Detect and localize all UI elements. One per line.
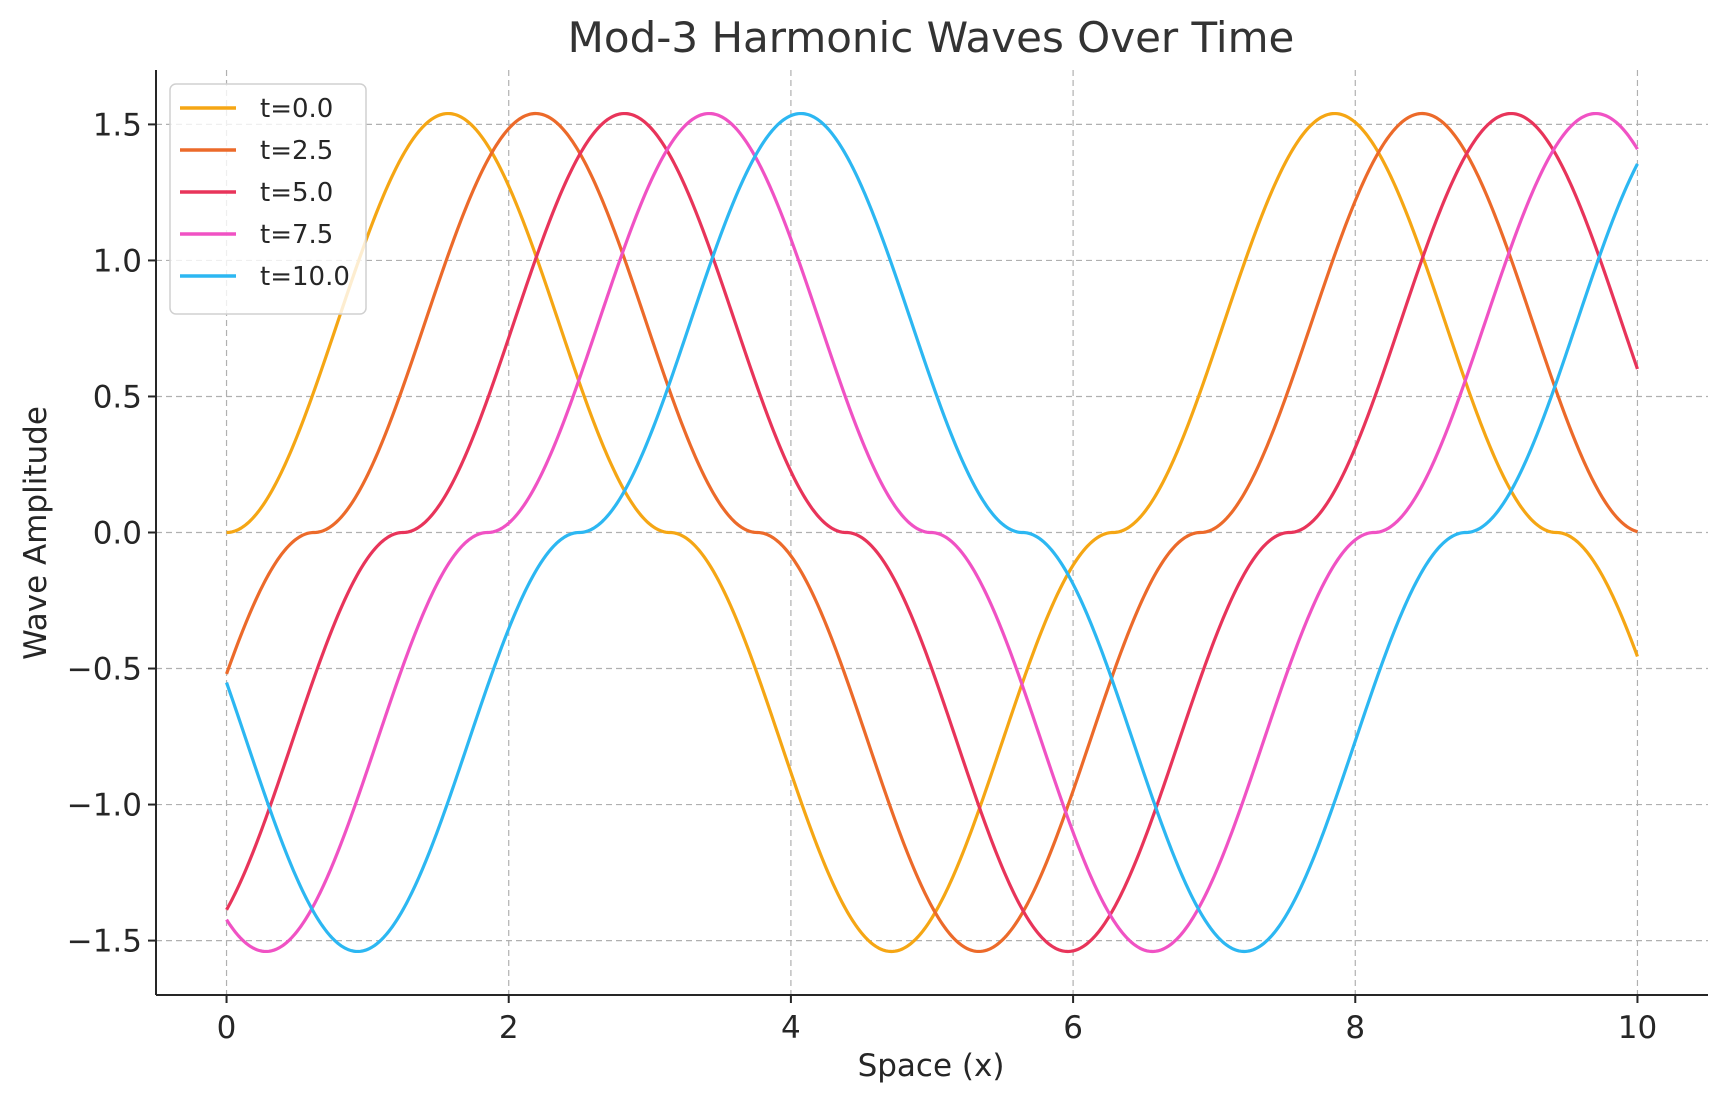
- y-tick-label: −0.5: [67, 652, 142, 688]
- legend-label: t=5.0: [260, 178, 333, 208]
- grid-layer: [156, 70, 1708, 995]
- x-tick-label: 6: [1063, 1010, 1083, 1046]
- x-tick-label: 8: [1345, 1010, 1365, 1046]
- series-layer: [225, 111, 1639, 954]
- legend-label: t=2.5: [260, 136, 333, 166]
- legend-box: [169, 83, 367, 315]
- y-tick-label: 0.0: [93, 516, 142, 552]
- legend-label: t=7.5: [260, 220, 333, 250]
- y-axis-label: Wave Amplitude: [18, 406, 54, 660]
- x-tick-label: 10: [1618, 1010, 1657, 1046]
- x-tick-label: 2: [499, 1010, 519, 1046]
- x-tick-label: 0: [217, 1010, 237, 1046]
- y-tick-label: 0.5: [93, 379, 142, 415]
- x-tick-label: 4: [781, 1010, 801, 1046]
- y-tick-label: −1.0: [67, 788, 142, 824]
- x-axis-label: Space (x): [858, 1048, 1005, 1084]
- series-line-t=7.5: [225, 111, 1639, 954]
- y-tick-label: −1.5: [67, 924, 142, 960]
- legend-label: t=0.0: [260, 94, 333, 124]
- legend-label: t=10.0: [260, 262, 350, 292]
- chart-title: Mod-3 Harmonic Waves Over Time: [568, 13, 1295, 62]
- y-tick-label: 1.0: [93, 243, 142, 279]
- axes-layer: 0 2 4 6 8 10 1.5 1.0 0.5 0.0 −0.5 −1.0 −1.5: [67, 70, 1708, 1046]
- legend: t=0.0 t=2.5 t=5.0 t=7.5 t=10.0: [169, 83, 367, 315]
- y-tick-label: 1.5: [93, 107, 142, 143]
- series-line-t=5.0: [225, 111, 1639, 954]
- series-line-t=2.5: [225, 111, 1638, 954]
- series-line-t=10.0: [225, 111, 1639, 954]
- series-line-t=0.0: [226, 111, 1639, 954]
